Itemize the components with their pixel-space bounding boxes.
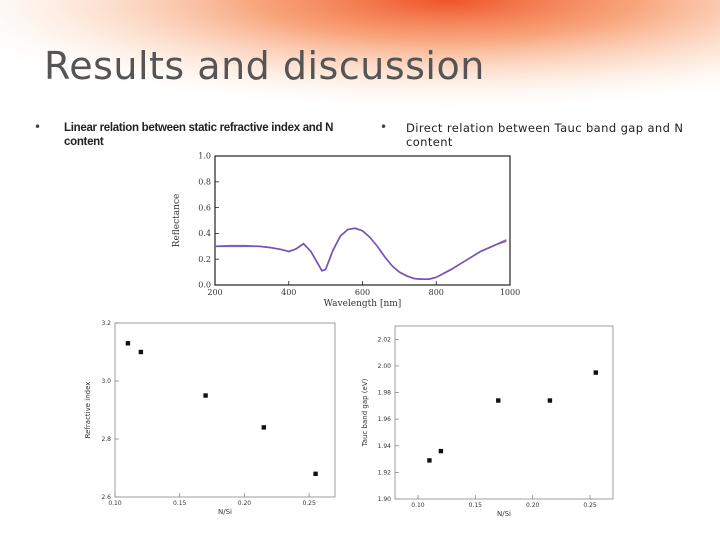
x-tick-label: 0.25 [302, 500, 316, 507]
y-tick-label: 0.4 [198, 229, 211, 238]
data-point [438, 448, 444, 454]
x-tick-label: 0.15 [469, 502, 483, 509]
y-axis-label: Reflectance [172, 194, 182, 248]
y-tick-label: 1.94 [378, 443, 392, 450]
y-tick-label: 3.0 [101, 378, 111, 385]
plot-frame [394, 325, 614, 500]
y-tick-label: 1.90 [378, 496, 392, 503]
plot-frame [114, 322, 336, 498]
data-point [496, 398, 501, 403]
y-axis-label: Refractive index [84, 382, 92, 439]
series-line-1 [214, 227, 507, 280]
slide-title: Results and discussion [44, 44, 485, 88]
refractive-index-chart: 0.10 0.15 0.20 0.25 2.6 2.8 3.0 3.2 N/Si Refracti… [84, 320, 336, 516]
y-tick-label: 0.0 [198, 281, 211, 290]
bullet-band-gap: Direct relation between Tauc band gap an… [406, 121, 684, 149]
data-point [203, 393, 208, 398]
bullet-marker: • [34, 120, 42, 134]
x-tick-label: 0.20 [526, 502, 540, 509]
x-tick-label: 0.20 [238, 500, 252, 507]
y-tick-label: 2.6 [101, 494, 111, 501]
plot-frame [214, 155, 511, 286]
data-point [427, 458, 432, 463]
tauc-band-gap-chart: 0.10 0.15 0.20 0.25 1.90 1.92 1.94 1.96 1.98 2.00… [361, 325, 614, 518]
x-tick-label: 800 [429, 288, 444, 297]
x-tick-label: 400 [281, 288, 296, 297]
y-tick-label: 1.92 [378, 469, 392, 476]
y-tick-label: 0.6 [198, 203, 211, 212]
y-tick-label: 1.0 [198, 152, 211, 161]
data-point [547, 398, 553, 403]
x-axis-label: N/Si [497, 510, 511, 518]
bullet-refractive-index: Linear relation between static refractiv… [64, 122, 334, 148]
y-tick-label: 1.96 [378, 416, 392, 423]
x-tick-label: 1000 [500, 288, 520, 297]
y-axis-label: Tauc band gap (eV) [361, 378, 369, 447]
x-tick-label: 600 [355, 288, 370, 297]
x-tick-label: 0.25 [583, 502, 597, 509]
y-tick-label: 0.8 [198, 177, 211, 186]
data-point [593, 370, 598, 375]
y-tick-label: 0.2 [198, 255, 211, 264]
x-axis-label: Wavelength [nm] [324, 299, 402, 309]
data-point [313, 471, 318, 476]
y-tick-label: 1.98 [378, 390, 392, 397]
x-tick-label: 0.10 [411, 502, 425, 509]
data-point [138, 349, 144, 355]
data-point [125, 341, 131, 346]
data-point [261, 425, 267, 430]
y-tick-label: 3.2 [101, 320, 111, 327]
x-tick-label: 0.15 [173, 500, 187, 507]
y-tick-label: 2.02 [378, 336, 392, 343]
y-tick-label: 2.8 [101, 436, 111, 443]
x-tick-label: 0.10 [108, 500, 122, 507]
x-tick-label: 200 [207, 288, 222, 297]
bullet-marker: • [380, 120, 388, 134]
reflectance-chart: 200 400 600 800 1000 0.0 0.2 0.4 0.6 0.8 1.0 Wavele… [172, 152, 520, 309]
y-tick-label: 2.00 [378, 363, 392, 370]
x-axis-label: N/Si [218, 508, 232, 516]
series-line-2 [215, 227, 507, 280]
